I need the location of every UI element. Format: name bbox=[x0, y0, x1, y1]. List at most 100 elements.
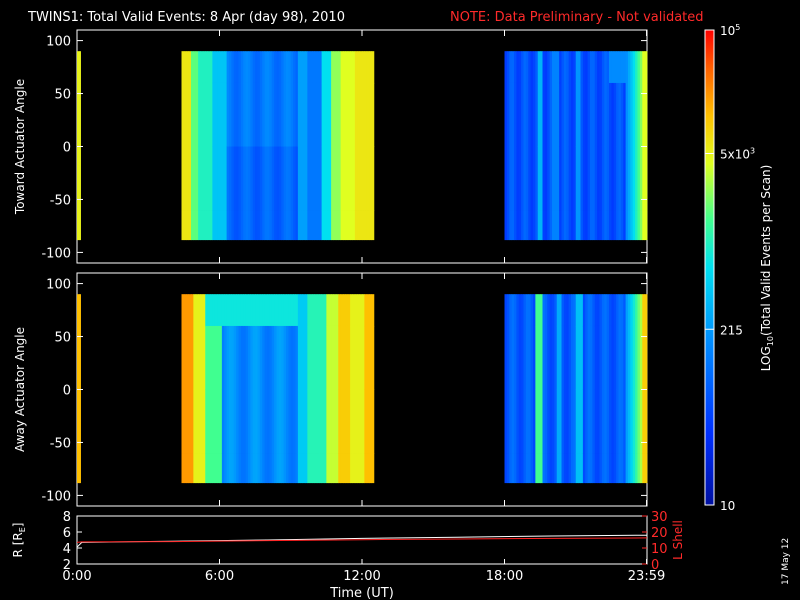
heatmap-cell bbox=[537, 82, 541, 147]
heatmap-cell bbox=[250, 51, 254, 84]
heatmap-cell bbox=[637, 325, 641, 390]
heatmap-cell bbox=[309, 210, 313, 241]
heatmap-cell bbox=[316, 82, 320, 147]
heatmap-cell bbox=[269, 294, 273, 327]
heatmap-cell bbox=[183, 294, 187, 327]
heatmap-cell bbox=[219, 389, 223, 454]
colorbar-label-log: LOG bbox=[759, 346, 773, 371]
heatmap-cell bbox=[221, 389, 225, 454]
heatmap-cell bbox=[568, 325, 572, 390]
heatmap-cell bbox=[319, 210, 323, 241]
heatmap-cell bbox=[509, 389, 513, 454]
heatmap-cell bbox=[262, 51, 266, 84]
heatmap-cell bbox=[573, 82, 577, 147]
heatmap-cell bbox=[257, 453, 261, 484]
heatmap-cell bbox=[528, 51, 532, 84]
heatmap-cell bbox=[340, 82, 344, 147]
heatmap-cell bbox=[357, 51, 361, 84]
heatmap-cell bbox=[359, 294, 363, 327]
heatmap-cell bbox=[307, 389, 311, 454]
heatmap-cell bbox=[530, 82, 534, 147]
heatmap-cell bbox=[563, 146, 567, 211]
heatmap-cell bbox=[219, 51, 223, 84]
heatmap-cell bbox=[618, 389, 622, 454]
heatmap-cell bbox=[271, 51, 275, 84]
heatmap-cell bbox=[195, 146, 199, 211]
heatmap-cell bbox=[305, 453, 308, 484]
heatmap-cell bbox=[635, 210, 638, 241]
heatmap-cell bbox=[283, 389, 287, 454]
heatmap-cell bbox=[335, 389, 339, 454]
heatmap-cell bbox=[186, 51, 190, 84]
heatmap-cell bbox=[224, 453, 228, 484]
heatmap-cell bbox=[606, 294, 610, 327]
heatmap-cell bbox=[554, 294, 558, 327]
heatmap-cell bbox=[354, 389, 358, 454]
heatmap-cell bbox=[544, 389, 548, 454]
heatmap-cell bbox=[207, 389, 211, 454]
heatmap-cell bbox=[181, 82, 185, 147]
heatmap-cell bbox=[345, 325, 349, 390]
heatmap-cell bbox=[628, 294, 631, 327]
heatmap-cell bbox=[221, 51, 225, 84]
heatmap-cell bbox=[312, 453, 315, 484]
heatmap-cell bbox=[523, 389, 527, 454]
heatmap-cell bbox=[620, 146, 624, 211]
heatmap-cell bbox=[309, 146, 313, 211]
heatmap-cell bbox=[618, 82, 622, 147]
heatmap-cell bbox=[518, 51, 522, 84]
heatmap-cell bbox=[202, 453, 206, 484]
heatmap-cell bbox=[217, 325, 220, 390]
heatmap-cell bbox=[628, 82, 631, 147]
heatmap-cell bbox=[544, 325, 548, 390]
heatmap-cell bbox=[511, 453, 515, 484]
heatmap-cell bbox=[371, 294, 375, 327]
heatmap-cell bbox=[632, 51, 636, 84]
heatmap-cell bbox=[509, 294, 513, 327]
heatmap-cell bbox=[599, 51, 603, 84]
y-tick-label: 100 bbox=[46, 278, 71, 293]
heatmap-cell bbox=[245, 294, 249, 327]
heatmap-cell bbox=[357, 210, 361, 241]
heatmap-cell bbox=[183, 210, 187, 241]
heatmap-cell bbox=[264, 146, 268, 211]
heatmap-cell bbox=[193, 294, 197, 327]
heatmap-cell bbox=[269, 325, 273, 390]
heatmap-cell bbox=[578, 294, 581, 327]
heatmap-cell bbox=[202, 146, 206, 211]
heatmap-cell bbox=[205, 146, 209, 211]
heatmap-cell bbox=[295, 82, 299, 147]
heatmap-cell bbox=[238, 146, 242, 211]
heatmap-cell bbox=[331, 82, 334, 147]
heatmap-cell bbox=[281, 51, 285, 84]
heatmap-cell bbox=[573, 325, 577, 390]
heatmap-cell bbox=[350, 453, 353, 484]
heatmap-cell bbox=[343, 82, 346, 147]
heatmap-cell bbox=[561, 146, 565, 211]
heatmap-cell bbox=[219, 146, 223, 211]
heatmap-cell bbox=[347, 389, 351, 454]
heatmap-cell bbox=[312, 210, 315, 241]
heatmap-cell bbox=[516, 146, 520, 211]
heatmap-cell bbox=[79, 325, 81, 390]
heatmap-cell bbox=[267, 82, 270, 147]
heatmap-cell bbox=[202, 82, 206, 147]
heatmap-cell bbox=[183, 146, 187, 211]
heatmap-cell bbox=[549, 453, 553, 484]
away-panel: 100 50 0 -50 -100 Away Actuator Angle bbox=[13, 272, 648, 507]
heatmap-cell bbox=[252, 389, 256, 454]
heatmap-cell bbox=[642, 294, 646, 327]
heatmap-cell bbox=[191, 146, 194, 211]
heatmap-cell bbox=[518, 210, 522, 241]
heatmap-cell bbox=[597, 453, 600, 484]
heatmap-cell bbox=[271, 453, 275, 484]
heatmap-cell bbox=[326, 146, 330, 211]
heatmap-cell bbox=[592, 210, 596, 241]
heatmap-cell bbox=[521, 294, 524, 327]
heatmap-cell bbox=[542, 453, 546, 484]
heatmap-cell bbox=[369, 210, 372, 241]
heatmap-cell bbox=[293, 325, 296, 390]
heatmap-cell bbox=[331, 210, 334, 241]
heatmap-cell bbox=[561, 51, 565, 84]
heatmap-cell bbox=[637, 146, 641, 211]
